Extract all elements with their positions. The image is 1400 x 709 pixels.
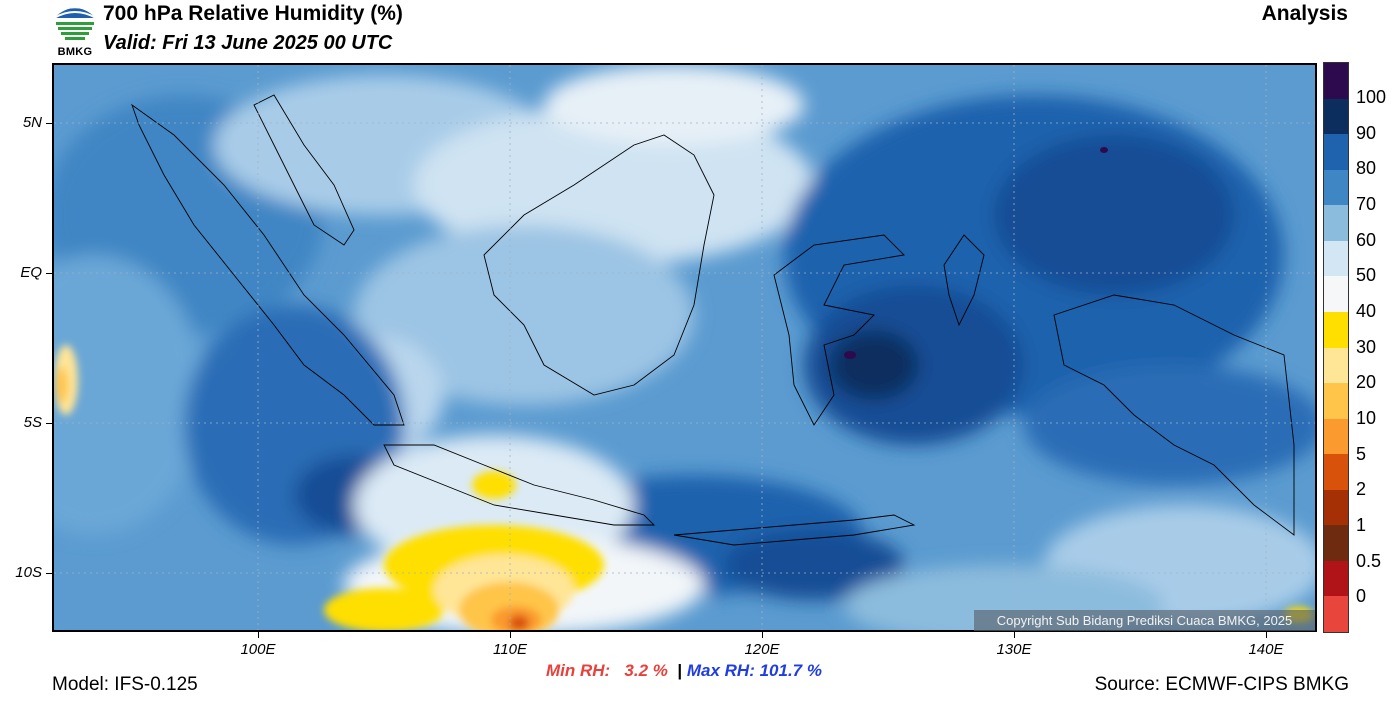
colorbar-label: 2: [1356, 479, 1367, 499]
lon-label-100e: 100E: [240, 641, 276, 658]
colorbar-label: 60: [1356, 230, 1377, 250]
lon-label-140e: 140E: [1248, 641, 1284, 658]
colorbar-segment: [1324, 525, 1348, 561]
colorbar-segment: [1324, 63, 1348, 99]
logo-text: BMKG: [57, 46, 93, 58]
lat-tick: [46, 273, 52, 274]
max-rh: Max RH: 101.7 %: [687, 661, 822, 680]
colorbar-label: 5: [1356, 444, 1367, 464]
lon-tick: [1266, 632, 1267, 638]
lon-label-110e: 110E: [493, 641, 527, 658]
model-label: Model: IFS-0.125: [52, 674, 198, 695]
lat-tick: [46, 123, 52, 124]
colorbar-segment: [1324, 98, 1348, 135]
lat-label-5s: 5S: [23, 414, 42, 431]
humidity-map: [52, 63, 1317, 632]
colorbar-label: 50: [1356, 265, 1377, 285]
colorbar-segment: [1324, 134, 1348, 170]
colorbar-segment: [1324, 276, 1348, 312]
colorbar-segment: [1324, 560, 1348, 597]
colorbar-segment: [1324, 311, 1348, 348]
max-rh-value: 101.7 %: [759, 661, 822, 680]
colorbar-segment: [1324, 489, 1348, 526]
lat-tick: [46, 573, 52, 574]
lon-tick: [258, 632, 259, 638]
colorbar: [1323, 62, 1349, 633]
colorbar-label: 40: [1356, 301, 1377, 321]
colorbar-label: 100: [1356, 87, 1387, 107]
colorbar-segment: [1324, 418, 1348, 455]
lon-tick: [510, 632, 511, 638]
lat-label-eq: EQ: [20, 264, 42, 281]
colorbar-segment: [1324, 169, 1348, 206]
colorbar-segment: [1324, 383, 1348, 419]
copyright-notice: Copyright Sub Bidang Prediksi Cuaca BMKG…: [974, 610, 1315, 631]
colorbar-segment: [1324, 596, 1348, 632]
lon-label-120e: 120E: [744, 641, 780, 658]
lon-tick: [1014, 632, 1015, 638]
product-label: Analysis: [1261, 2, 1348, 25]
colorbar-label: 0.5: [1356, 551, 1382, 571]
colorbar-segment: [1324, 205, 1348, 241]
colorbar-label: 10: [1356, 408, 1377, 428]
colorbar-label: 30: [1356, 337, 1377, 357]
bmkg-logo: [52, 2, 98, 60]
colorbar-segment: [1324, 347, 1348, 384]
lat-tick: [46, 423, 52, 424]
min-rh-value: 3.2 %: [624, 661, 668, 680]
map-title: 700 hPa Relative Humidity (%): [103, 2, 403, 25]
colorbar-label: 20: [1356, 372, 1377, 392]
colorbar-segment: [1324, 240, 1348, 277]
colorbar-label: 80: [1356, 158, 1377, 178]
colorbar-label: 1: [1356, 515, 1367, 535]
lat-label-5n: 5N: [22, 114, 42, 131]
lon-label-130e: 130E: [996, 641, 1032, 658]
stats-separator: |: [677, 661, 683, 680]
min-rh-label: Min RH:: [546, 661, 611, 680]
lat-label-10s: 10S: [15, 564, 42, 581]
colorbar-segment: [1324, 454, 1348, 490]
lon-tick: [762, 632, 763, 638]
max-rh-label: Max RH:: [686, 661, 755, 680]
colorbar-label: 0: [1356, 586, 1367, 606]
min-rh: Min RH: 3.2 %: [546, 661, 673, 680]
colorbar-label: 90: [1356, 123, 1377, 143]
colorbar-label: 70: [1356, 194, 1377, 214]
valid-time: Valid: Fri 13 June 2025 00 UTC: [103, 32, 393, 54]
source-label: Source: ECMWF-CIPS BMKG: [1094, 674, 1349, 695]
rh-min-max: Min RH: 3.2 % | Max RH: 101.7 %: [546, 661, 822, 681]
